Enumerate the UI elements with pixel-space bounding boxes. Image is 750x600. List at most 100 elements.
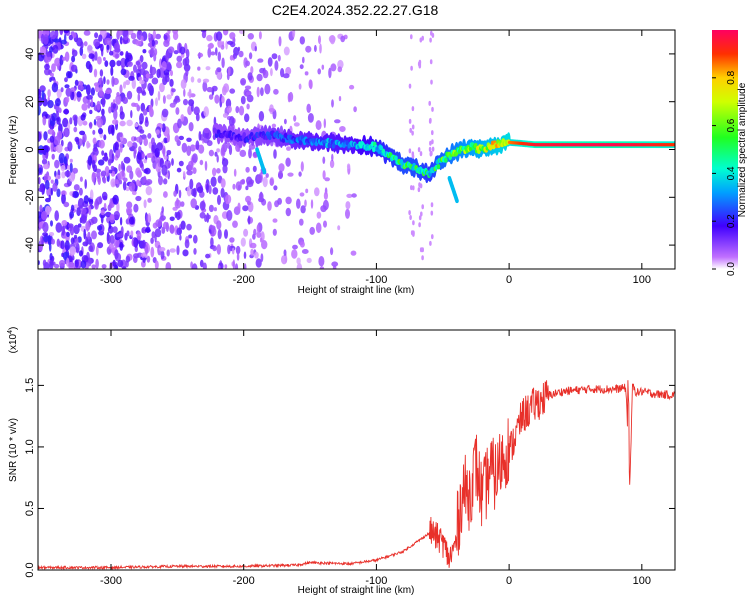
noise-blob [421,204,425,210]
noise-blob [217,51,221,62]
noise-blob [137,93,141,102]
noise-blob [112,119,119,125]
noise-blob [256,86,260,98]
noise-blob [419,151,423,157]
noise-blob [50,220,53,227]
noise-blob [99,69,104,77]
noise-blob [77,85,85,91]
noise-blob [316,211,322,219]
noise-blob [304,71,309,76]
noise-blob [243,251,247,259]
noise-blob [199,259,204,268]
snr-axes: -300 -200 -100 0 100 0.0 0.5 1.0 1.5 [24,330,675,587]
noise-blob [169,248,176,253]
noise-blob [165,61,172,70]
noise-blob [148,104,153,114]
noise-blob [163,34,168,41]
noise-blob [139,129,145,134]
noise-blob [87,44,93,54]
noise-blob [151,77,159,85]
noise-blob [281,255,288,265]
noise-blob [198,131,202,141]
noise-blob [193,234,198,244]
noise-blob [69,225,75,236]
noise-blob [292,244,298,250]
noise-blob [337,225,341,231]
noise-blob [196,186,204,194]
noise-blob [101,264,107,269]
noise-blob [291,249,298,259]
noise-blob [60,139,64,147]
noise-blob [51,82,59,93]
snr-series-line [38,380,675,570]
noise-blob [111,153,115,162]
noise-blob [87,155,93,166]
noise-blob [299,64,304,70]
noise-blob [305,188,309,194]
spectrogram-ytick-label: 40 [24,48,36,60]
noise-blob [156,142,163,151]
noise-blob [70,64,78,73]
noise-blob [54,210,59,222]
noise-blob [42,232,48,237]
noise-blob [261,240,268,250]
noise-blob [163,221,169,229]
noise-blob [310,199,314,209]
noise-blob [107,158,112,166]
noise-blob [205,66,211,71]
noise-blob [41,158,48,165]
noise-blob [80,114,86,121]
noise-blob [245,195,252,203]
noise-blob [123,177,128,183]
noise-blob [408,210,411,216]
noise-blob [159,247,166,252]
noise-blob [38,88,42,99]
noise-blob [410,34,413,40]
noise-blob [408,148,412,154]
noise-blob [54,57,61,67]
noise-blob [212,245,217,252]
noise-blob [52,182,58,192]
noise-blob [144,167,151,175]
noise-blob [421,255,424,261]
noise-blob [176,55,183,63]
noise-blob [186,145,192,157]
noise-blob [64,77,68,83]
noise-blob [216,168,221,174]
noise-blob [267,201,272,211]
noise-blob [70,237,75,244]
noise-blob [166,94,172,100]
noise-blob [109,198,113,209]
noise-blob [112,259,116,267]
noise-blob [153,48,158,56]
noise-blob [212,167,217,177]
noise-blob [300,205,306,214]
noise-blob [98,77,102,85]
noise-blob [86,140,90,149]
noise-blob [170,70,173,77]
noise-blob [221,96,225,104]
snr-xtick-label: -200 [233,575,255,587]
noise-blob [152,30,157,40]
noise-blob [264,83,271,95]
noise-blob [128,75,135,81]
noise-blob [247,72,253,81]
colorbar [712,30,738,269]
noise-blob [277,197,282,205]
noise-blob [430,79,433,85]
noise-blob [229,55,234,61]
noise-blob [92,148,99,157]
ridge-point [399,159,404,165]
noise-blob [410,65,413,71]
noise-blob [109,213,115,221]
noise-blob [51,238,55,245]
noise-blob [318,35,321,45]
noise-blob [217,229,222,240]
noise-blob [284,118,287,125]
noise-blob [323,220,327,228]
noise-blob [410,185,413,191]
noise-blob [262,176,268,188]
noise-blob [133,203,139,213]
noise-blob [299,192,305,197]
noise-blob [83,30,91,36]
